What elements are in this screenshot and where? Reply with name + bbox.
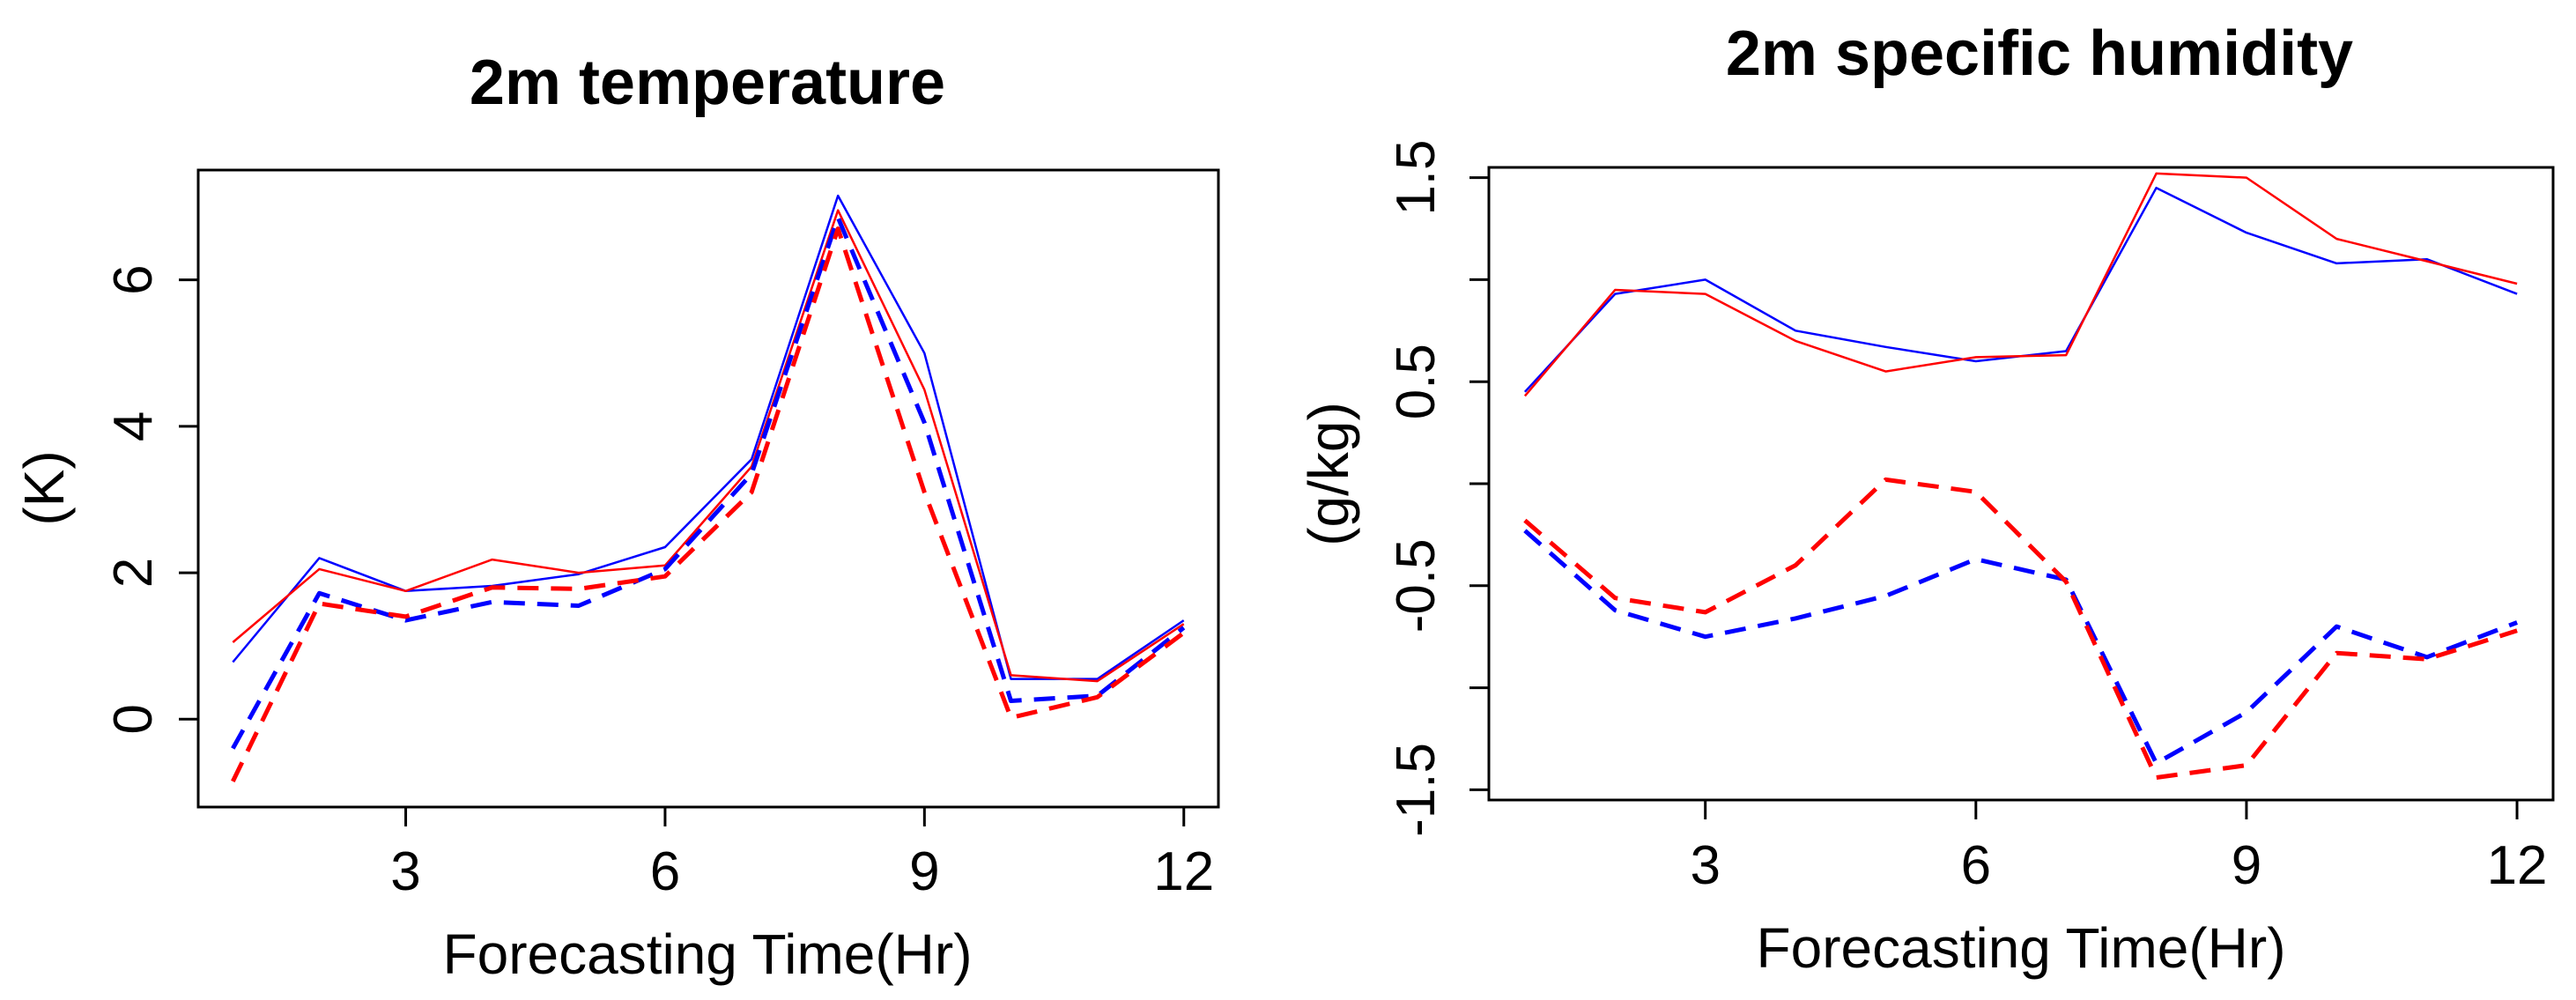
series-group [1523, 172, 2518, 780]
y-tick-label: 2 [103, 558, 164, 588]
plot-frame [196, 168, 1220, 809]
x-tick-label: 3 [390, 841, 420, 902]
plot-frame [1487, 166, 2555, 802]
humidity-panel: 2m specific humidity 3 6 9 12 -1.5 -0.5 0.5 1.… [1297, 19, 2555, 980]
y-tick-label: 4 [103, 411, 164, 441]
y-tick-label: 0 [103, 704, 164, 734]
series-line-red-dashed [231, 226, 1186, 782]
x-tick-label: 3 [1690, 835, 1720, 896]
x-tick-label: 9 [2232, 835, 2261, 896]
y-axis-label: (K) [12, 450, 76, 525]
x-axis-label: Forecasting Time(Hr) [1757, 916, 2286, 980]
y-tick-label: -0.5 [1386, 538, 1447, 633]
series-line-red-solid [1523, 172, 2518, 397]
y-axis: 0 2 4 6 [103, 264, 198, 735]
y-axis-label: (g/kg) [1297, 402, 1360, 546]
y-tick-label: 1.5 [1386, 139, 1447, 215]
x-axis: 3 6 9 12 [1690, 800, 2548, 896]
x-tick-label: 12 [2487, 835, 2548, 896]
series-line-blue-solid [1523, 186, 2518, 393]
chart-title: 2m specific humidity [1726, 19, 2353, 89]
x-tick-label: 12 [1153, 841, 1214, 902]
x-tick-label: 9 [909, 841, 939, 902]
y-tick-label: 6 [103, 264, 164, 294]
x-tick-label: 6 [1961, 835, 1991, 896]
x-axis-label: Forecasting Time(Hr) [443, 922, 973, 986]
x-axis: 3 6 9 12 [390, 807, 1214, 902]
series-line-blue-solid [232, 194, 1185, 680]
x-tick-label: 6 [650, 841, 680, 902]
y-tick-label: 0.5 [1386, 344, 1447, 419]
y-axis: -1.5 -0.5 0.5 1.5 [1386, 139, 1489, 837]
series-group [231, 194, 1186, 782]
series-line-blue-dashed [231, 215, 1186, 750]
temperature-panel: 2m temperature 3 6 9 12 0 2 4 6 Forecasting Ti… [12, 48, 1220, 986]
series-line-red-dashed [1523, 477, 2518, 780]
y-tick-label: -1.5 [1386, 743, 1447, 837]
series-line-red-solid [232, 209, 1185, 683]
series-line-blue-dashed [1523, 529, 2518, 766]
chart-title: 2m temperature [470, 48, 945, 118]
